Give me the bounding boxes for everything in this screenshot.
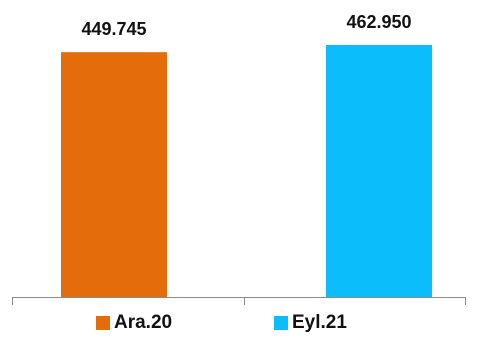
legend-label-ara20: Ara.20 xyxy=(114,312,173,333)
bars-layer xyxy=(61,45,432,298)
value-label-eyl21: 462.950 xyxy=(346,12,411,32)
legend: Ara.20 Eyl.21 xyxy=(0,308,481,338)
legend-item-eyl21: Eyl.21 xyxy=(274,308,347,338)
bar-ara20 xyxy=(61,52,167,298)
legend-swatch-eyl21 xyxy=(274,316,288,330)
legend-label-eyl21: Eyl.21 xyxy=(292,312,347,333)
bar-eyl21 xyxy=(326,45,432,297)
value-labels-layer: 449.745 462.950 xyxy=(81,12,411,39)
x-axis xyxy=(12,297,466,305)
legend-item-ara20: Ara.20 xyxy=(96,308,172,338)
legend-swatch-ara20 xyxy=(96,316,110,330)
value-label-ara20: 449.745 xyxy=(81,19,146,39)
